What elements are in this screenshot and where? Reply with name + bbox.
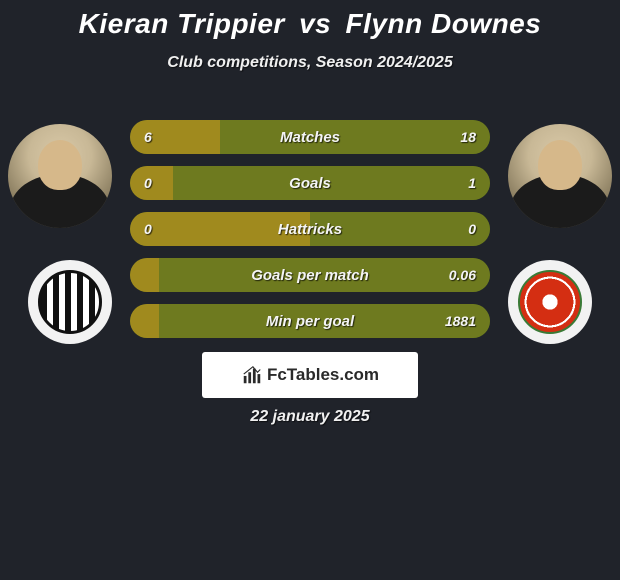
stat-label: Hattricks [130,212,490,246]
player2-photo [508,124,612,228]
stats-chart: 618Matches 01Goals 00Hattricks 0.06Goals pe… [130,120,490,350]
date-text: 22 january 2025 [0,408,620,426]
player1-photo [8,124,112,228]
stat-row: 618Matches [130,120,490,154]
stat-row: 1881Min per goal [130,304,490,338]
stat-label: Goals [130,166,490,200]
branding-text: FcTables.com [267,365,379,385]
branding-badge: FcTables.com [202,352,418,398]
subtitle: Club competitions, Season 2024/2025 [0,54,620,72]
stat-row: 00Hattricks [130,212,490,246]
stat-row: 0.06Goals per match [130,258,490,292]
stat-label: Matches [130,120,490,154]
stat-label: Goals per match [130,258,490,292]
title-player2: Flynn Downes [346,8,542,39]
title-player1: Kieran Trippier [79,8,285,39]
comparison-card: Kieran Trippier vs Flynn Downes Club com… [0,0,620,580]
southampton-badge-icon [518,270,582,334]
player2-club-badge [508,260,592,344]
title-vs: vs [299,8,331,39]
stat-label: Min per goal [130,304,490,338]
player1-club-badge [28,260,112,344]
chart-icon [241,364,263,386]
stat-row: 01Goals [130,166,490,200]
newcastle-badge-icon [38,270,102,334]
page-title: Kieran Trippier vs Flynn Downes [0,0,620,40]
